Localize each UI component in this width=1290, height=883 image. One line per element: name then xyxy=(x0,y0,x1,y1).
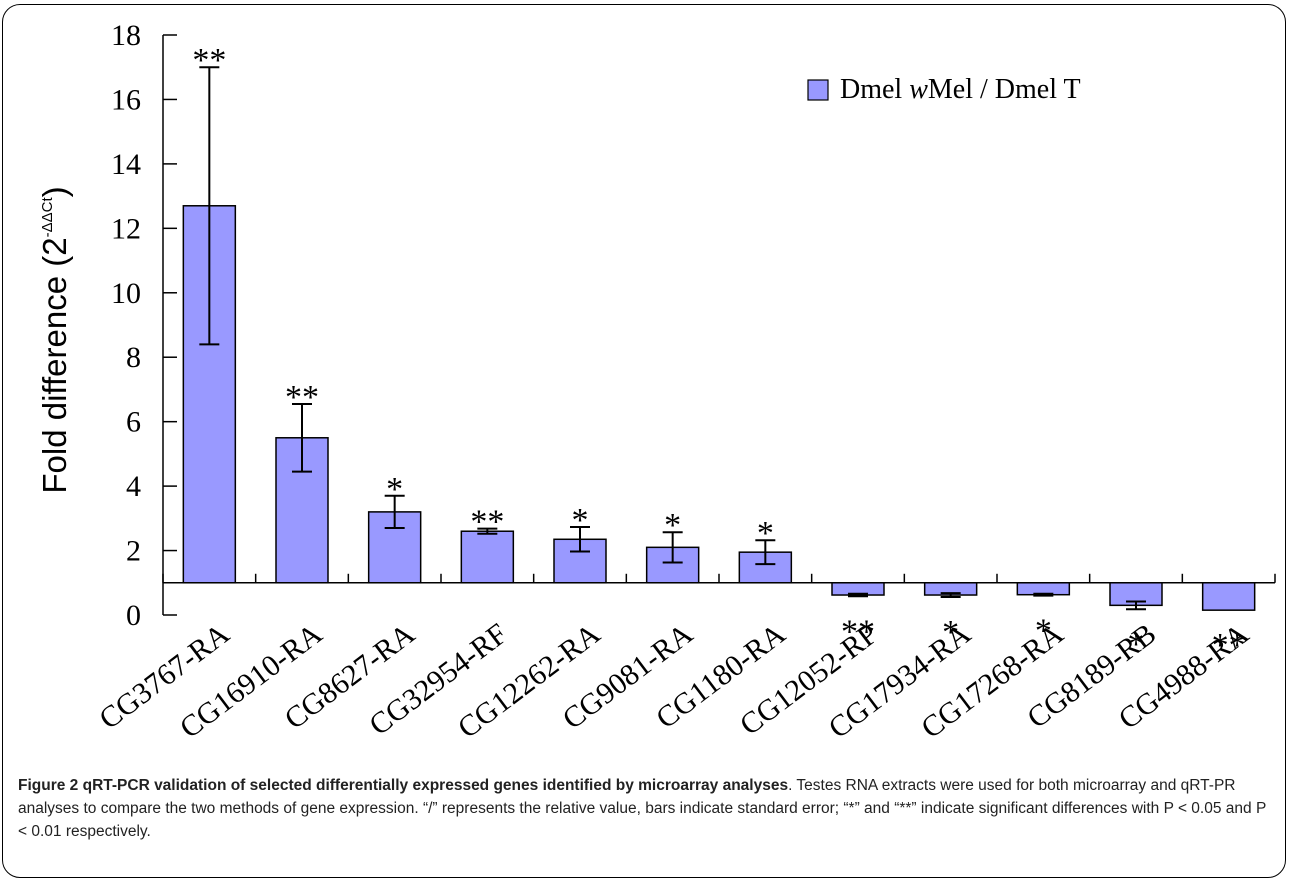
y-tick-label: 6 xyxy=(126,406,141,439)
significance-label: ** xyxy=(192,42,226,79)
significance-label: * xyxy=(757,515,774,552)
y-tick-label: 8 xyxy=(126,341,141,374)
y-axis-label-superscript: -ΔΔCt xyxy=(39,197,56,238)
significance-label: * xyxy=(664,507,681,544)
y-tick-label: 10 xyxy=(111,277,141,310)
y-axis-label-main: Fold difference (2 xyxy=(36,237,73,493)
significance-label: * xyxy=(572,502,589,539)
legend-label: Dmel wMel / Dmel T xyxy=(840,74,1081,105)
y-tick-label: 14 xyxy=(111,148,141,181)
significance-label: ** xyxy=(285,379,319,416)
legend-label-suffix: Mel / Dmel T xyxy=(928,74,1081,105)
bar xyxy=(1201,582,1256,611)
figure-caption: Figure 2 qRT-PCR validation of selected … xyxy=(18,774,1276,843)
caption-body: . Testes RNA extracts were used for both… xyxy=(18,777,1266,840)
significance-label: * xyxy=(1035,613,1052,650)
bars: ******* * * *** * * * ** xyxy=(182,42,1256,664)
y-tick-label: 18 xyxy=(111,19,141,52)
legend-swatch xyxy=(807,79,829,101)
legend: Dmel wMel / Dmel T xyxy=(807,74,1081,105)
y-axis: 0 2 4 6 8 10 12 14 16 18 xyxy=(111,19,177,632)
y-tick-label: 4 xyxy=(126,470,141,503)
y-tick-label: 12 xyxy=(111,212,141,245)
significance-label: ** xyxy=(470,504,504,541)
legend-label-prefix: Dmel xyxy=(840,74,909,105)
y-tick-label: 0 xyxy=(126,599,141,632)
y-axis-label: Fold difference (2-ΔΔCt) xyxy=(36,186,73,493)
x-axis: CG3767-RACG16910-RACG8627-RACG32954-RFCG… xyxy=(93,573,1276,745)
significance-label: * xyxy=(942,614,959,651)
significance-label: * xyxy=(1128,626,1145,663)
bar xyxy=(460,530,515,584)
y-tick-label: 2 xyxy=(126,535,141,568)
y-tick-label: 16 xyxy=(111,83,141,116)
significance-label: ** xyxy=(841,613,875,650)
caption-title: Figure 2 qRT-PCR validation of selected … xyxy=(18,777,789,794)
bar xyxy=(645,546,700,584)
legend-label-italic: w xyxy=(909,74,928,105)
significance-label: ** xyxy=(1212,627,1246,664)
significance-label: * xyxy=(386,471,403,508)
figure-frame xyxy=(2,4,1286,878)
y-axis-label-close: ) xyxy=(36,186,73,197)
